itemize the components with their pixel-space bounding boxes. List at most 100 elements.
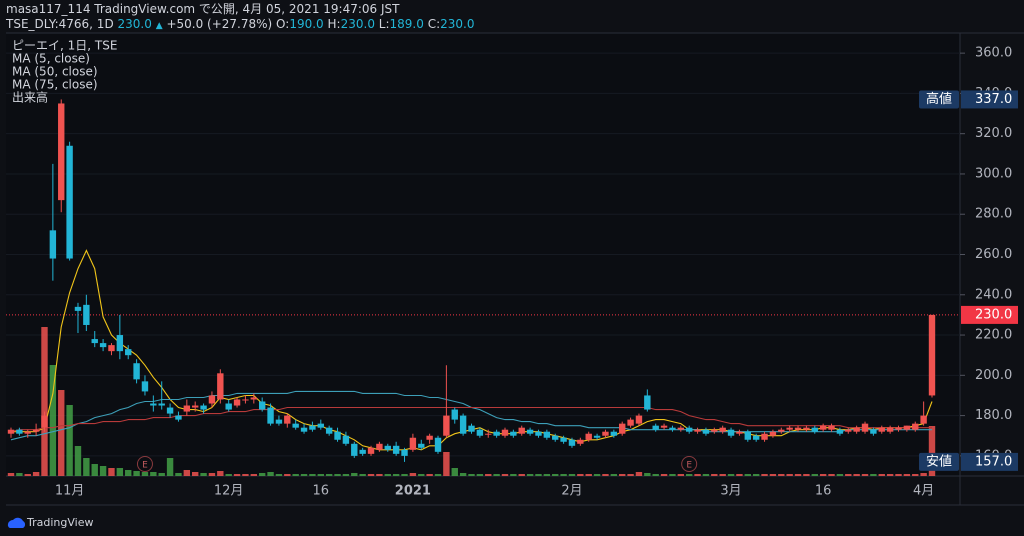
y-tick-label: 320.0: [975, 126, 1012, 141]
candle-body: [133, 363, 140, 380]
x-tick-label: 11月: [55, 484, 85, 499]
last: 230.0: [117, 17, 152, 31]
candle-body: [200, 405, 207, 410]
h: 230.0: [340, 17, 375, 31]
candle-body: [125, 349, 132, 356]
volume-bar: [16, 473, 23, 476]
volume-bar: [384, 474, 391, 476]
volume-bar: [685, 474, 693, 476]
footer: TradingView: [7, 516, 93, 529]
candle-body: [158, 403, 165, 406]
volume-bar: [619, 474, 626, 476]
volume-bar: [778, 474, 785, 476]
volume-bar: [41, 327, 48, 476]
candle-body: [811, 427, 818, 432]
volume-bar: [359, 474, 366, 476]
volume-bar: [141, 472, 149, 476]
volume-bar: [577, 474, 584, 476]
arrow: ▲: [155, 21, 163, 31]
volume-bar: [401, 474, 408, 476]
candle-body: [769, 431, 777, 436]
candle-body: [568, 439, 576, 446]
price-badge: [961, 90, 1018, 109]
volume-bar: [242, 474, 249, 476]
volume-bar: [861, 474, 869, 476]
candle-body: [744, 431, 751, 440]
volume-bar: [309, 474, 316, 476]
candle-body: [644, 395, 651, 410]
volume-bar: [786, 474, 793, 476]
candle-body: [166, 407, 174, 414]
candle-body: [74, 306, 82, 311]
volume-bar: [912, 474, 919, 476]
volume-bar: [217, 471, 224, 476]
volume-bar: [644, 473, 651, 476]
candle-body: [501, 429, 509, 436]
candle-body: [610, 431, 618, 436]
candle-body: [903, 425, 911, 430]
volume-bar: [476, 474, 484, 476]
candle-body: [192, 405, 199, 408]
candle-body: [233, 399, 241, 406]
candle-body: [401, 449, 408, 456]
volume-bar: [928, 426, 936, 476]
volume-bar: [192, 472, 199, 476]
title: masa117_114 TradingView.com で公開, 4月 05, …: [6, 2, 400, 16]
volume-bar: [175, 473, 182, 476]
candle-body: [928, 314, 936, 396]
symbol: TSE_DLY:4766, 1D: [6, 17, 114, 31]
candle-body: [175, 415, 182, 420]
candle-body: [384, 445, 391, 450]
candle-body: [242, 399, 249, 401]
candle-body: [870, 429, 877, 434]
x-tick-label: 16: [815, 484, 832, 499]
volume-bar: [434, 474, 442, 476]
x-tick-label: 3月: [720, 484, 741, 499]
candle-body: [778, 429, 785, 432]
volume-bar: [602, 474, 609, 476]
legend-title: ピーエイ, 1日, TSE: [12, 39, 117, 53]
volume-bar: [485, 474, 492, 476]
x-tick-label: 12月: [214, 484, 244, 499]
candle-body: [32, 429, 40, 432]
candle-body: [83, 304, 90, 325]
marker-text: 高値: [926, 91, 952, 107]
ma-line: [10, 406, 932, 433]
candle-body: [886, 427, 894, 432]
volume-bar: [451, 468, 458, 476]
y-tick-label: 280.0: [975, 207, 1012, 222]
volume-bar: [66, 405, 73, 476]
candle-body: [16, 429, 23, 434]
volume-bar: [744, 474, 751, 476]
volume-bar: [903, 474, 911, 476]
volume-bar: [568, 474, 576, 476]
volume-bar: [99, 466, 107, 476]
l: 189.0: [389, 17, 424, 31]
candle-body: [41, 415, 48, 428]
x-tick-label: 2021: [395, 484, 431, 499]
volume-bar: [150, 472, 157, 476]
volume-bar: [635, 472, 643, 476]
candle-body: [786, 427, 793, 430]
volume-bar: [334, 474, 341, 476]
volume-bar: [803, 474, 810, 476]
volume-bar: [49, 365, 57, 476]
candle-body: [451, 409, 458, 420]
legend-entry: 出来高: [12, 90, 48, 105]
volume-bar: [660, 474, 668, 476]
volume-bar: [83, 458, 90, 476]
event-label: E: [142, 461, 148, 471]
volume-bar: [694, 474, 701, 476]
candle-body: [325, 427, 333, 434]
marker-text: 安値: [926, 453, 952, 469]
candle-body: [635, 415, 643, 424]
volume-bar: [510, 474, 517, 476]
candle-body: [736, 431, 743, 434]
volume-bar: [32, 472, 40, 476]
price-badge-label: 337.0: [975, 92, 1012, 107]
volume-bar: [593, 474, 601, 476]
candle-body: [660, 425, 668, 428]
candle-body: [761, 433, 768, 440]
